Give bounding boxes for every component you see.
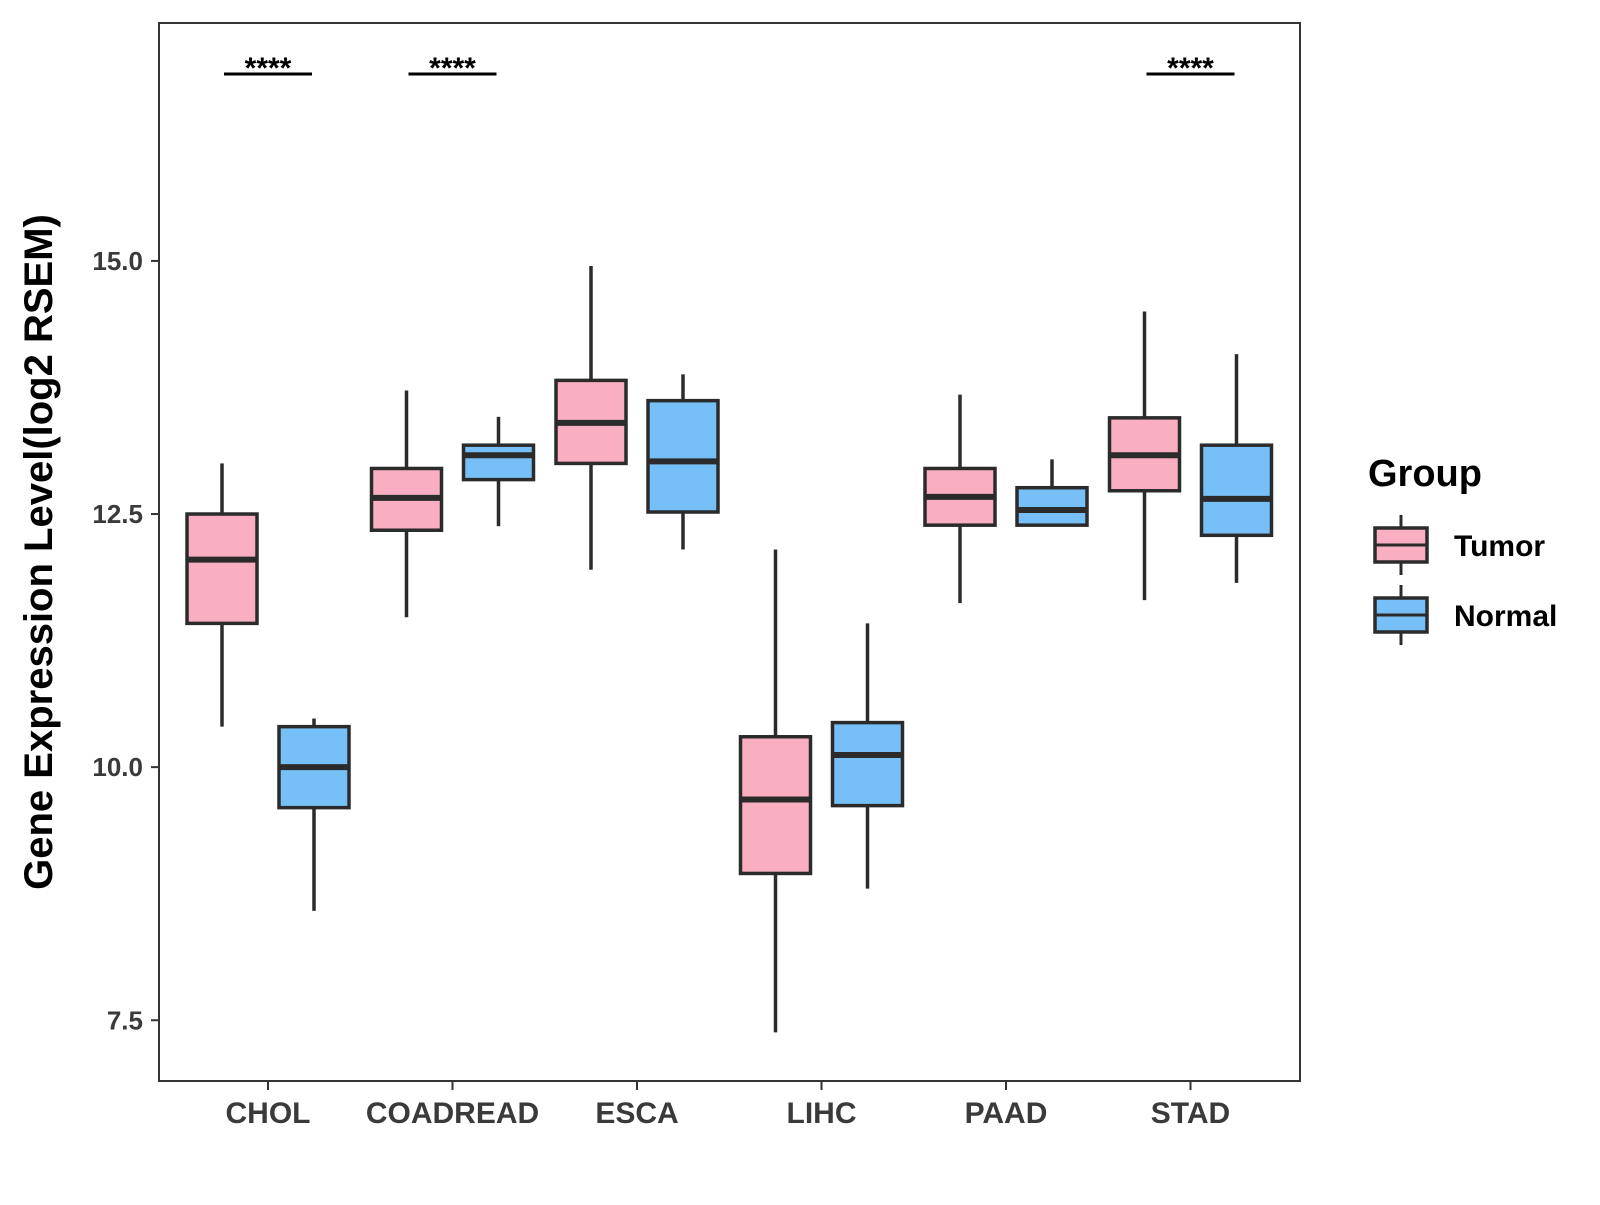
- x-axis: CHOL COADREAD ESCA LIHC PAAD STAD: [226, 1081, 1230, 1130]
- legend-entry-tumor: Tumor: [1373, 515, 1545, 575]
- y-axis-title: Gene Expression Level(log2 RSEM): [17, 214, 61, 890]
- x-tick-label: ESCA: [595, 1097, 678, 1130]
- significance-label: ****: [1167, 52, 1214, 85]
- y-tick-label: 7.5: [107, 1005, 143, 1035]
- box-tumor-coadread: [369, 390, 444, 618]
- significance-stad: ****: [1146, 52, 1235, 85]
- box-tumor-paad: [923, 394, 997, 604]
- significance-label: ****: [429, 52, 476, 85]
- significance-annotations: **** **** ****: [224, 52, 1235, 85]
- x-tick-label: STAD: [1151, 1097, 1230, 1130]
- boxes-layer: [185, 265, 1274, 1033]
- x-tick-label: LIHC: [787, 1097, 857, 1130]
- box-iqr: [830, 720, 905, 808]
- legend-title: Group: [1368, 453, 1482, 495]
- legend-label: Tumor: [1454, 530, 1545, 563]
- x-tick-label: COADREAD: [366, 1097, 539, 1130]
- box-tumor-lihc: [738, 549, 813, 1033]
- box-tumor-stad: [1107, 311, 1182, 601]
- y-axis: 7.5 10.0 12.5 15.0: [92, 246, 159, 1035]
- box-iqr: [185, 512, 259, 626]
- significance-label: ****: [245, 52, 292, 85]
- box-iqr: [1015, 485, 1089, 527]
- box-normal-coadread: [461, 416, 536, 527]
- y-tick-label: 10.0: [92, 752, 143, 782]
- box-normal-paad: [1015, 459, 1089, 527]
- box-normal-esca: [646, 374, 720, 550]
- box-tumor-esca: [554, 265, 628, 570]
- box-iqr: [1199, 443, 1274, 538]
- y-tick-label: 12.5: [92, 499, 143, 529]
- box-tumor-chol: [185, 463, 259, 727]
- box-normal-lihc: [830, 623, 905, 889]
- box-normal-chol: [277, 718, 351, 911]
- x-tick-label: PAAD: [965, 1097, 1048, 1130]
- box-iqr: [461, 443, 536, 482]
- y-tick-label: 15.0: [92, 246, 143, 276]
- box-iqr: [646, 398, 720, 514]
- plot-panel-border: [158, 22, 1301, 1082]
- significance-chol: ****: [224, 52, 312, 85]
- legend-label: Normal: [1454, 600, 1557, 633]
- box-iqr: [738, 735, 813, 876]
- x-tick-label: CHOL: [226, 1097, 311, 1130]
- box-normal-stad: [1199, 354, 1274, 583]
- legend-entry-normal: Normal: [1373, 585, 1557, 645]
- significance-coadread: ****: [408, 52, 497, 85]
- legend: Group Tumor Normal: [1368, 453, 1557, 645]
